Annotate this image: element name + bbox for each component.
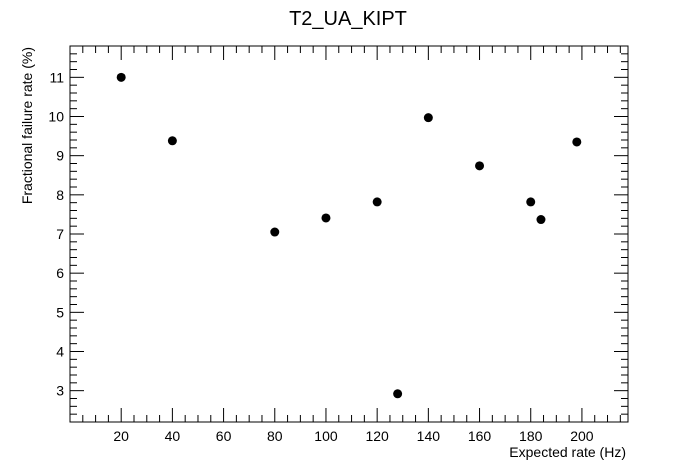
data-point: [475, 161, 485, 171]
x-tick-label: 40: [165, 428, 181, 444]
y-tick-label: 10: [48, 109, 64, 125]
x-tick-label: 160: [468, 428, 492, 444]
x-tick-label: 20: [113, 428, 129, 444]
data-point: [321, 213, 331, 223]
x-tick-label: 60: [216, 428, 232, 444]
y-tick-label: 7: [56, 226, 64, 242]
y-axis-label: Fractional failure rate (%): [19, 47, 35, 204]
data-point: [572, 137, 582, 147]
y-tick-label: 4: [56, 344, 64, 360]
y-axis-ticks: [70, 45, 628, 423]
x-tick-label: 80: [267, 428, 283, 444]
data-point: [167, 136, 177, 146]
data-point: [372, 197, 382, 207]
y-tick-label: 3: [56, 383, 64, 399]
data-point: [116, 72, 126, 82]
x-axis-ticks: [69, 46, 621, 422]
y-axis-tick-labels: 3 4 5 6 7 8 9 10 11: [48, 69, 64, 398]
data-point: [393, 389, 403, 399]
x-tick-label: 140: [417, 428, 441, 444]
x-tick-label: 200: [570, 428, 594, 444]
y-tick-label: 8: [56, 187, 64, 203]
x-tick-label: 120: [365, 428, 389, 444]
data-point: [423, 113, 433, 123]
data-point: [526, 197, 536, 207]
data-points: [116, 72, 582, 399]
chart-title: T2_UA_KIPT: [289, 8, 407, 30]
y-tick-label: 9: [56, 148, 64, 164]
x-tick-label: 100: [314, 428, 338, 444]
y-tick-label: 5: [56, 304, 64, 320]
y-tick-label: 11: [49, 69, 64, 85]
y-tick-label: 6: [56, 265, 64, 281]
data-point: [536, 215, 546, 225]
data-point: [270, 227, 280, 237]
x-axis-tick-labels: 20 40 60 80 100 120 140 160 180 200: [113, 428, 593, 444]
x-tick-label: 180: [519, 428, 543, 444]
x-axis-label: Expected rate (Hz): [509, 444, 626, 460]
